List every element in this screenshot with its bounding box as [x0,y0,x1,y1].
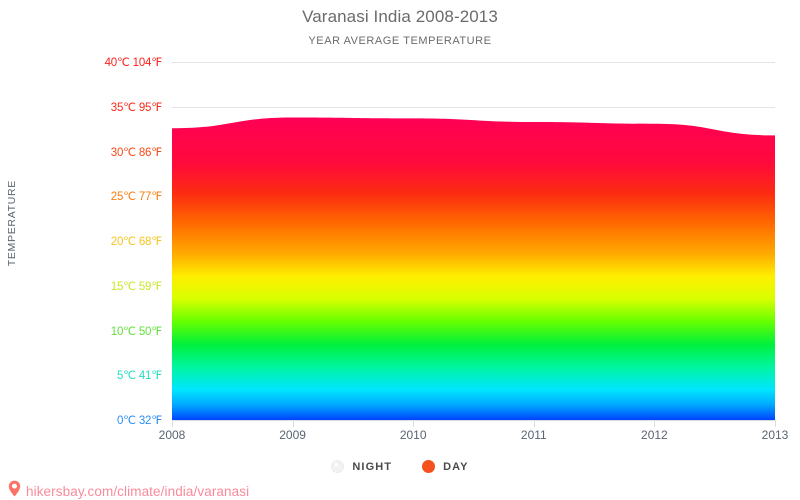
x-axis-tick-label: 2011 [520,428,547,442]
x-axis-tick-label: 2008 [158,428,186,442]
y-axis-tick-label: 0℃ 32℉ [116,415,162,427]
y-axis-title: TEMPERATURE [6,180,18,267]
x-axis-tick [775,420,776,427]
x-axis-labels: 2008 2009 2010 2011 2012 2013 [159,0,789,500]
day-dot-icon [422,460,436,473]
x-axis-tick-label: 2012 [641,428,668,442]
map-pin-icon [8,480,21,500]
gridline [172,62,775,63]
legend-label: DAY [443,460,469,473]
plot-area [172,62,776,427]
y-axis-labels: 40℃ 104℉ 35℃ 95℉ 30℃ 86℉ 25℃ 77℉ 20℃ 68℉ 15℃ … [52,57,163,427]
legend-item-day[interactable]: DAY [422,460,469,473]
y-axis-tick-label: 35℃ 95℉ [110,101,162,114]
y-axis-tick-label: 15℃ 59℉ [110,280,162,293]
x-axis-tick [292,420,294,427]
x-axis-line [172,420,775,421]
x-axis-tick-label: 2009 [279,428,306,442]
gridline [172,106,775,108]
chart-legend: NIGHT DAY [0,460,800,473]
y-axis-tick-label: 40℃ 104℉ [104,57,163,69]
chart-subtitle: YEAR AVERAGE TEMPERATURE [308,35,492,47]
legend-label: NIGHT [352,460,393,473]
series-area-day[interactable] [172,62,775,420]
legend-item-night[interactable]: NIGHT [331,460,392,473]
y-axis-tick-label: 5℃ 41℉ [116,370,162,383]
y-axis-tick-label: 30℃ 86℉ [110,146,162,159]
y-axis-tick-label: 10℃ 50℉ [110,325,162,338]
x-axis-tick [654,420,656,427]
x-axis-tick [413,420,415,427]
page-title: Varanasi India 2008-2013 [302,7,498,26]
footer-watermark[interactable]: hikersbay.com/climate/india/varanasi [8,480,249,500]
x-axis-tick [533,420,535,427]
night-dot-icon [331,460,345,473]
x-axis-tick-label: 2013 [761,428,789,442]
y-axis-tick-label: 20℃ 68℉ [110,236,162,248]
y-axis-tick-label: 25℃ 77℉ [110,191,162,204]
x-axis-tick-label: 2010 [399,428,427,442]
footer-url: hikersbay.com/climate/india/varanasi [26,483,250,499]
x-axis-tick [172,420,173,427]
